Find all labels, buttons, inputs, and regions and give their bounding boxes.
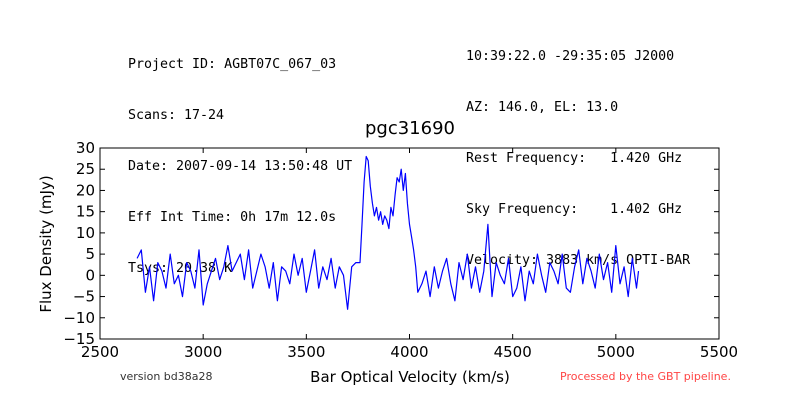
x-tick-label: 2500 [81, 343, 119, 361]
coordinates-text: 10:39:22.0 -29:35:05 J2000 [466, 49, 675, 64]
y-tick-label: 30 [76, 139, 95, 157]
int-time-text: Eff Int Time: 0h 17m 12.0s [128, 210, 337, 225]
y-tick-label: −15 [63, 330, 95, 348]
x-axis-label: Bar Optical Velocity (km/s) [310, 368, 510, 386]
x-tick-label: 3500 [287, 343, 325, 361]
version-label: version bd38a28 [120, 370, 213, 383]
rest-frequency-text: Rest Frequency: 1.420 GHz [466, 151, 683, 166]
scans-text: Scans: 17-24 [128, 108, 225, 123]
y-tick-label: 15 [76, 203, 95, 221]
chart-title: pgc31690 [365, 118, 455, 139]
date-text: Date: 2007-09-14 13:50:48 UT [128, 159, 353, 174]
y-tick-label: 0 [85, 266, 95, 284]
sky-frequency-text: Sky Frequency: 1.402 GHz [466, 202, 683, 217]
spectrum-line [136, 155, 640, 310]
y-tick-label: −5 [73, 288, 95, 306]
header-right-info: 10:39:22.0 -29:35:05 J2000 AZ: 146.0, EL… [466, 14, 690, 286]
processed-note: Processed by the GBT pipeline. [560, 370, 731, 383]
velocity-text: Velocity: 3883 km/s OPTI-BAR [466, 253, 691, 268]
x-tick-label: 4000 [390, 343, 428, 361]
y-tick-label: 25 [76, 160, 95, 178]
x-tick-label: 5000 [597, 343, 635, 361]
x-tick-label: 3000 [184, 343, 222, 361]
y-tick-label: 10 [76, 224, 95, 242]
az-el-text: AZ: 146.0, EL: 13.0 [466, 100, 619, 115]
y-tick-label: 20 [76, 181, 95, 199]
x-tick-label: 5500 [700, 343, 738, 361]
chart-marks: 2500 3000 3500 4000 4500 5000 5500 −15 −10 −5 0 5 10… [63, 139, 738, 361]
header-left-info: Project ID: AGBT07C_067_03 Scans: 17-24 … [128, 22, 352, 294]
project-id-text: Project ID: AGBT07C_067_03 [128, 57, 337, 72]
y-axis-label: Flux Density (mJy) [37, 175, 55, 312]
x-tick-label: 4500 [494, 343, 532, 361]
y-tick-label: 5 [85, 245, 95, 263]
plot-frame [99, 147, 720, 340]
y-tick-label: −10 [63, 309, 95, 327]
